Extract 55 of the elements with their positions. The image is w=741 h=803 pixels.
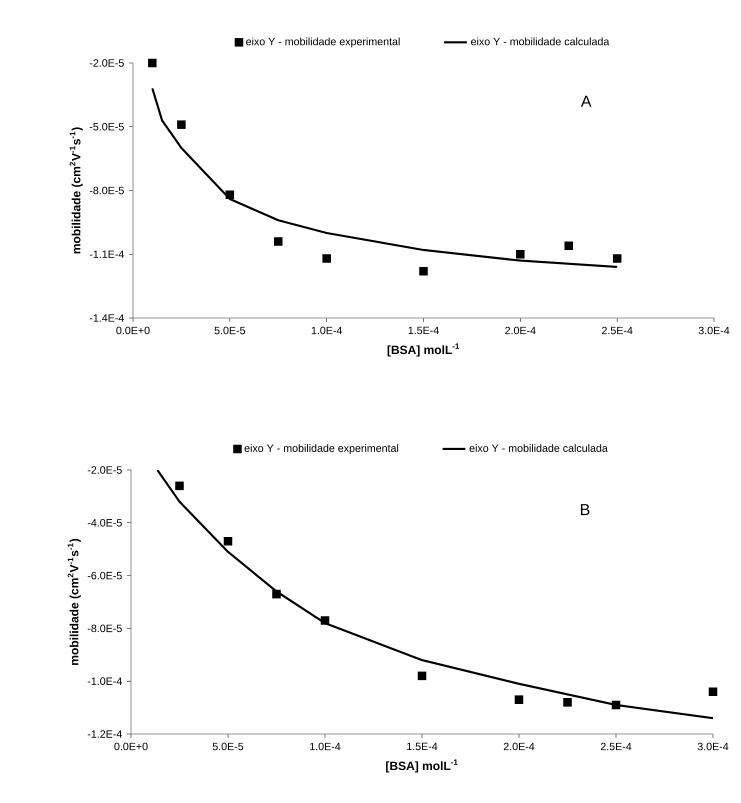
x-tick-label: 1.0E-4 — [310, 742, 340, 750]
x-axis-title: [BSA] molL$^{-1}$ — [388, 343, 460, 357]
point — [418, 672, 426, 680]
point — [419, 266, 428, 276]
annotation: B — [580, 504, 590, 516]
point — [224, 537, 232, 546]
point — [148, 58, 157, 68]
point — [320, 616, 330, 625]
x-tick-label: 3.0E-4 — [698, 742, 728, 750]
point — [563, 698, 572, 707]
x-tick-label: 5.0E-5 — [214, 326, 246, 334]
y-tick-label: -5.0E-5 — [90, 122, 124, 131]
x-tick-label: 1.5E-4 — [408, 326, 439, 334]
x-tick-label: 1.5E-4 — [407, 742, 438, 750]
x-tick-label: 2.0E-4 — [505, 326, 536, 334]
y-tick-label: -4.0E-5 — [88, 519, 122, 527]
line-series — [151, 87, 618, 268]
legend-label: eixo Y - mobilidade experimental — [244, 444, 398, 454]
legend-label: eixo Y - mobilidade calculada — [471, 37, 610, 46]
x-tick-label: 0.0E+0 — [116, 326, 150, 334]
point — [272, 590, 281, 598]
point — [322, 254, 331, 263]
y-tick-label: -1.2E-4 — [88, 730, 122, 738]
y-axis-title: mobilidade (cm$^{2}$V$^{-1}$s$^{-1}$) — [68, 538, 81, 665]
x-tick-label: 5.0E-5 — [212, 742, 244, 750]
x-axis-title: [BSA] molL$^{-1}$ — [386, 759, 458, 773]
y-axis-title: mobilidade (cm$^{2}$V$^{-1}$s$^{-1}$) — [70, 127, 83, 254]
point — [177, 120, 186, 129]
point — [612, 700, 620, 710]
point — [708, 687, 718, 696]
point — [612, 254, 622, 263]
point — [226, 190, 234, 200]
y-tick-label: -1.4E-4 — [90, 314, 124, 322]
legend-label: eixo Y - mobilidade calculada — [470, 444, 608, 452]
x-tick-label: 0.0E+0 — [114, 742, 148, 750]
y-tick-label: -1.0E-4 — [88, 677, 122, 685]
y-tick-label: -1.1E-4 — [90, 250, 124, 258]
line-series — [156, 470, 713, 720]
y-tick-label: -2.0E-5 — [88, 466, 122, 474]
annotation: A — [580, 96, 592, 107]
x-tick-label: 2.5E-4 — [600, 742, 632, 750]
y-tick-label: -6.0E-5 — [88, 572, 122, 580]
legend-label: eixo Y - mobilidade experimental — [246, 37, 400, 48]
x-tick-label: 3.0E-4 — [698, 326, 730, 334]
x-tick-label: 2.5E-4 — [602, 326, 633, 334]
point — [516, 250, 525, 259]
x-tick-label: 2.0E-4 — [504, 742, 534, 750]
point — [274, 237, 283, 246]
point — [514, 695, 524, 704]
point — [564, 241, 574, 250]
y-tick-label: -2.0E-5 — [90, 59, 124, 67]
y-tick-label: -8.0E-5 — [90, 186, 124, 194]
x-tick-label: 1.0E-4 — [312, 326, 342, 334]
point — [175, 482, 184, 490]
y-tick-label: -8.0E-5 — [88, 624, 122, 632]
